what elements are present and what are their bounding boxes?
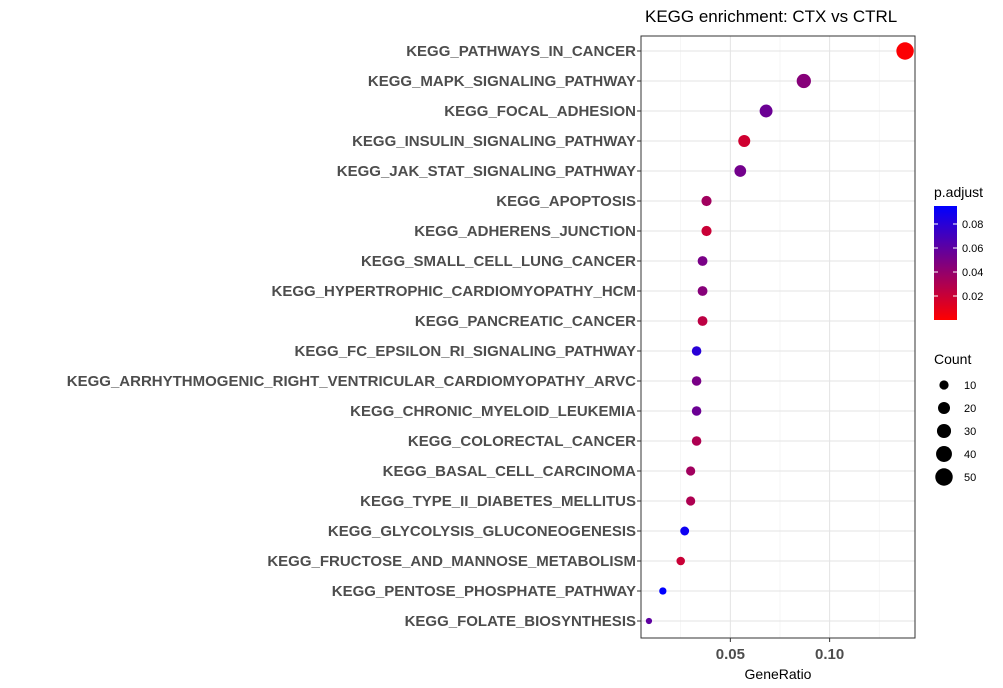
data-point <box>691 346 702 356</box>
size-legend-dot <box>939 380 949 390</box>
data-point <box>691 436 702 446</box>
color-legend-tick-label: 0.08 <box>962 219 983 231</box>
data-point <box>796 73 811 89</box>
y-axis-labels: KEGG_PATHWAYS_IN_CANCER KEGG_MAPK_SIGNALI… <box>67 43 641 630</box>
color-legend: p.adjust 0.08 0.06 0.04 0.02 <box>934 184 983 320</box>
data-point <box>697 256 708 266</box>
data-point <box>645 617 653 625</box>
x-tick-label: 0.05 <box>716 646 745 663</box>
data-point <box>697 286 708 296</box>
y-tick-label: KEGG_FRUCTOSE_AND_MANNOSE_METABOLISM <box>267 553 636 570</box>
color-legend-tick-label: 0.02 <box>962 291 983 303</box>
size-legend-items: 10 20 30 40 50 <box>935 380 976 486</box>
size-legend-dot <box>938 402 950 414</box>
size-legend-label: 40 <box>964 449 976 461</box>
size-legend-label: 30 <box>964 426 976 438</box>
size-legend-title: Count <box>934 351 971 367</box>
y-tick-label: KEGG_PANCREATIC_CANCER <box>415 313 636 330</box>
data-point <box>686 496 696 506</box>
color-legend-ticks: 0.08 0.06 0.04 0.02 <box>934 219 983 303</box>
y-tick-label: KEGG_FOCAL_ADHESION <box>444 103 636 120</box>
data-point <box>738 135 751 147</box>
y-tick-label: KEGG_INSULIN_SIGNALING_PATHWAY <box>352 133 636 150</box>
chart-title: KEGG enrichment: CTX vs CTRL <box>645 7 897 26</box>
size-legend-label: 50 <box>964 472 976 484</box>
plot-panel-border <box>640 35 916 639</box>
grid <box>641 36 915 638</box>
color-bar <box>934 206 957 320</box>
y-tick-label: KEGG_PENTOSE_PHOSPHATE_PATHWAY <box>332 583 636 600</box>
y-tick-label: KEGG_PATHWAYS_IN_CANCER <box>406 43 636 60</box>
data-point <box>759 104 773 118</box>
data-point <box>701 195 712 207</box>
color-legend-title: p.adjust <box>934 184 983 200</box>
data-point <box>686 466 696 476</box>
y-tick-label: KEGG_JAK_STAT_SIGNALING_PATHWAY <box>337 163 636 180</box>
x-tick-label: 0.10 <box>815 646 844 663</box>
y-tick-label: KEGG_ARRHYTHMOGENIC_RIGHT_VENTRICULAR_CA… <box>67 373 636 390</box>
data-points <box>645 42 914 625</box>
data-point <box>676 556 685 566</box>
size-legend-dot <box>935 468 953 486</box>
y-tick-label: KEGG_GLYCOLYSIS_GLUCONEOGENESIS <box>328 523 636 540</box>
data-point <box>701 225 712 237</box>
y-tick-label: KEGG_HYPERTROPHIC_CARDIOMYOPATHY_HCM <box>272 283 636 300</box>
y-tick-label: KEGG_TYPE_II_DIABETES_MELLITUS <box>360 493 636 510</box>
size-legend-dot <box>936 446 952 462</box>
data-point <box>691 406 702 416</box>
data-point <box>691 376 702 386</box>
y-tick-label: KEGG_FC_EPSILON_RI_SIGNALING_PATHWAY <box>295 343 636 360</box>
data-point <box>734 165 747 177</box>
y-tick-label: KEGG_SMALL_CELL_LUNG_CANCER <box>361 253 636 270</box>
y-tick-label: KEGG_APOPTOSIS <box>496 193 636 210</box>
data-point <box>680 526 690 536</box>
color-legend-tick-label: 0.04 <box>962 267 983 279</box>
y-tick-label: KEGG_BASAL_CELL_CARCINOMA <box>383 463 637 480</box>
data-point <box>659 587 667 595</box>
size-legend-label: 10 <box>964 380 976 392</box>
x-axis: 0.05 0.10 <box>716 638 844 663</box>
size-legend-dot <box>936 423 952 439</box>
data-point <box>697 316 708 326</box>
data-point <box>896 42 914 60</box>
y-tick-label: KEGG_FOLATE_BIOSYNTHESIS <box>405 613 636 630</box>
y-tick-label: KEGG_COLORECTAL_CANCER <box>408 433 636 450</box>
size-legend-label: 20 <box>964 403 976 415</box>
y-tick-label: KEGG_MAPK_SIGNALING_PATHWAY <box>368 73 636 90</box>
color-legend-tick-label: 0.06 <box>962 243 983 255</box>
x-axis-title: GeneRatio <box>745 666 812 682</box>
y-tick-label: KEGG_CHRONIC_MYELOID_LEUKEMIA <box>350 403 636 420</box>
size-legend: Count 10 20 30 40 50 <box>934 351 976 486</box>
y-tick-label: KEGG_ADHERENS_JUNCTION <box>414 223 636 240</box>
